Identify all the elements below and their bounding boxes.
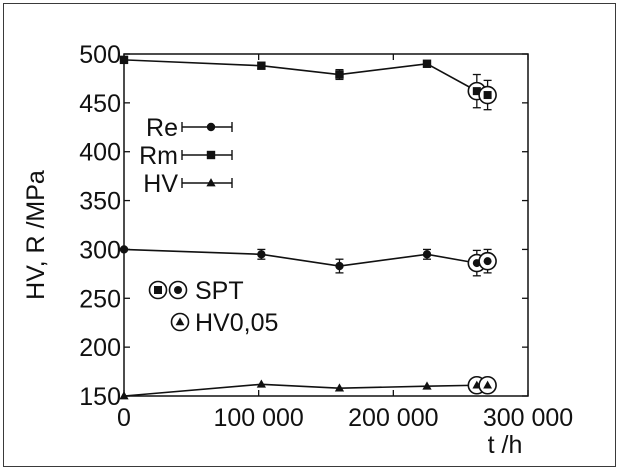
axes [123, 53, 529, 397]
data-point-hv [334, 383, 345, 392]
legend-symbol-rm [181, 150, 233, 160]
y-tick-label: 250 [79, 285, 121, 313]
data-point-rm [119, 55, 129, 65]
data-point-hv-spt [478, 375, 497, 395]
annotation-hv005-label: HV0,05 [195, 309, 278, 337]
legend-symbol-hv [181, 178, 233, 188]
x-tick-labels: 0 100 000 200 000 300 000 [117, 404, 573, 432]
legend-label-re: Re [146, 114, 178, 142]
data-point-re [422, 250, 432, 259]
y-tick-label: 150 [79, 383, 121, 411]
legend-symbols [181, 122, 233, 188]
y-tick-label: 400 [79, 139, 121, 167]
y-tick-labels: 150 200 250 300 350 400 450 500 [79, 41, 121, 411]
legend-symbol-re [181, 122, 233, 132]
x-axis-label: t /h [488, 431, 523, 459]
data-point-re [335, 261, 344, 271]
series-rm [119, 55, 497, 111]
y-tick-label: 350 [79, 188, 121, 216]
x-tick-label: 300 000 [483, 404, 573, 432]
series-hv [119, 375, 497, 400]
legend: Re Rm HV [139, 114, 233, 198]
x-tick-label: 0 [117, 404, 131, 432]
x-tick-label: 200 000 [348, 404, 438, 432]
y-tick-label: 500 [79, 41, 121, 69]
chart-frame [3, 3, 616, 467]
ticks [123, 53, 529, 397]
annotation-symbol-square-circled [148, 280, 168, 300]
data-point-rm [422, 59, 432, 68]
legend-label-hv: HV [143, 170, 178, 198]
data-point-hv [256, 379, 266, 388]
series [119, 55, 497, 400]
annotations: SPT HV0,05 [148, 277, 278, 337]
series-line-hv [123, 383, 477, 397]
annotation-spt-label: SPT [195, 277, 244, 305]
data-point-rm-spt [478, 85, 497, 105]
annotation-symbols [148, 280, 190, 332]
data-point-hv [119, 391, 129, 400]
data-point-re [119, 245, 129, 254]
data-point-hv [422, 381, 432, 390]
y-tick-label: 200 [79, 334, 121, 362]
annotation-symbol-circle-circled [168, 280, 188, 300]
data-point-rm [335, 70, 344, 79]
data-point-rm [257, 61, 266, 70]
series-re [119, 245, 497, 277]
y-axis-label: HV, R /MPa [22, 170, 50, 300]
y-tick-label: 300 [79, 236, 121, 264]
data-point-re-spt [478, 251, 497, 271]
plot-area [123, 53, 529, 397]
annotation-symbol-triangle-circled [170, 312, 190, 332]
data-point-re [257, 250, 266, 259]
legend-label-rm: Rm [139, 142, 178, 170]
x-tick-label: 100 000 [213, 404, 303, 432]
y-tick-label: 450 [79, 90, 121, 118]
